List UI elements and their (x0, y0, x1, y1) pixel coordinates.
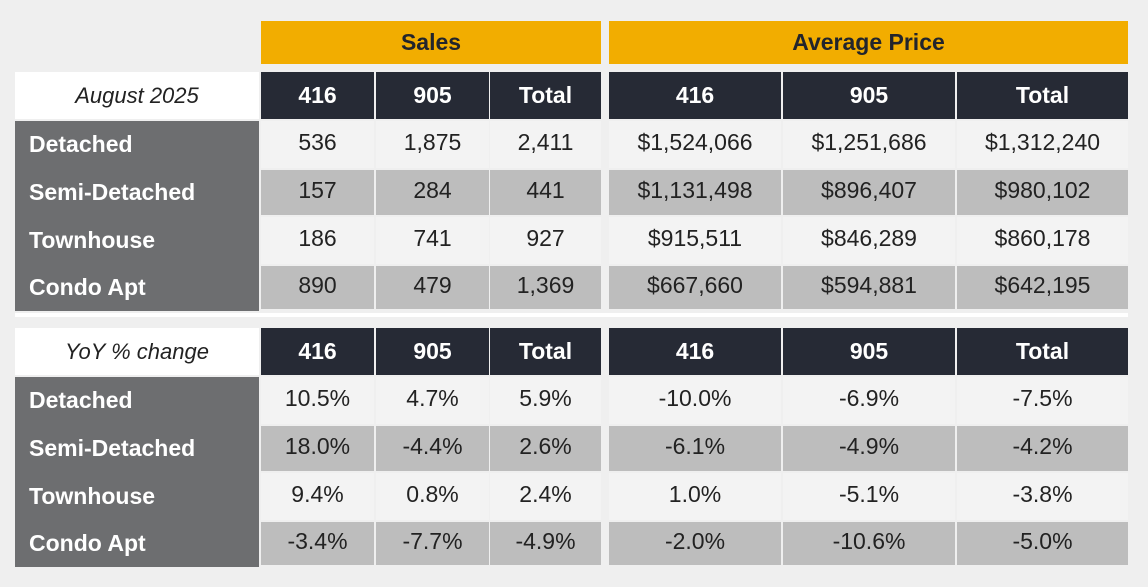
top-col-header-sales-total: Total (490, 72, 601, 119)
bottom-cell-sales-416: 10.5% (261, 377, 374, 424)
bottom-cell-avg-price-total: -3.8% (957, 473, 1128, 520)
top-row-label: Detached (15, 121, 259, 168)
bottom-cell-sales-905: -7.7% (376, 522, 489, 565)
top-cell-sales-416: 890 (261, 266, 374, 309)
bottom-cell-avg-price-905: -6.9% (783, 377, 955, 424)
bottom-cell-avg-price-905: -5.1% (783, 473, 955, 520)
top-cell-avg-price-905: $1,251,686 (783, 121, 955, 168)
bottom-cell-sales-416: 9.4% (261, 473, 374, 520)
bottom-cell-avg-price-416: 1.0% (609, 473, 781, 520)
bottom-col-header-sales-416: 416 (261, 328, 374, 375)
top-row-label: Townhouse (15, 217, 259, 264)
top-period-label: August 2025 (15, 72, 259, 119)
bottom-cell-avg-price-total: -7.5% (957, 377, 1128, 424)
bottom-cell-sales-416: -3.4% (261, 522, 374, 565)
bottom-cell-sales-905: 4.7% (376, 377, 489, 424)
bottom-col-header-avg-price-416: 416 (609, 328, 781, 375)
bottom-row-label: Townhouse (15, 473, 259, 520)
top-col-header-avg-price-416: 416 (609, 72, 781, 119)
top-cell-sales-905: 479 (376, 266, 489, 309)
top-cell-avg-price-416: $1,131,498 (609, 170, 781, 215)
top-cell-sales-416: 186 (261, 217, 374, 264)
top-col-header-avg-price-total: Total (957, 72, 1128, 119)
bottom-cell-avg-price-905: -4.9% (783, 426, 955, 471)
bottom-cell-sales-total: 5.9% (490, 377, 601, 424)
bottom-col-header-sales-total: Total (490, 328, 601, 375)
top-row-label: Semi-Detached (15, 168, 259, 217)
top-cell-avg-price-416: $915,511 (609, 217, 781, 264)
bottom-col-header-avg-price-total: Total (957, 328, 1128, 375)
bottom-cell-avg-price-total: -4.2% (957, 426, 1128, 471)
top-cell-sales-905: 741 (376, 217, 489, 264)
bottom-row-label: Condo Apt (15, 520, 259, 567)
bottom-cell-avg-price-905: -10.6% (783, 522, 955, 565)
top-cell-avg-price-905: $896,407 (783, 170, 955, 215)
bottom-cell-sales-total: -4.9% (490, 522, 601, 565)
top-cell-sales-total: 2,411 (490, 121, 601, 168)
bottom-row-label: Detached (15, 377, 259, 424)
bottom-cell-avg-price-416: -10.0% (609, 377, 781, 424)
top-cell-sales-416: 536 (261, 121, 374, 168)
top-cell-avg-price-905: $846,289 (783, 217, 955, 264)
bottom-period-label: YoY % change (15, 328, 259, 375)
top-col-header-avg-price-905: 905 (783, 72, 955, 119)
top-cell-sales-905: 284 (376, 170, 489, 215)
bottom-cell-avg-price-total: -5.0% (957, 522, 1128, 565)
top-cell-avg-price-total: $860,178 (957, 217, 1128, 264)
average-price-group-header: Average Price (609, 21, 1128, 64)
bottom-col-header-avg-price-905: 905 (783, 328, 955, 375)
bottom-row-label: Semi-Detached (15, 424, 259, 473)
section-separator (15, 313, 1128, 317)
top-row-label: Condo Apt (15, 264, 259, 311)
top-col-header-sales-905: 905 (376, 72, 489, 119)
bottom-cell-avg-price-416: -2.0% (609, 522, 781, 565)
top-cell-avg-price-total: $1,312,240 (957, 121, 1128, 168)
bottom-cell-sales-905: -4.4% (376, 426, 489, 471)
bottom-col-header-sales-905: 905 (376, 328, 489, 375)
sales-group-header: Sales (261, 21, 601, 64)
top-cell-sales-416: 157 (261, 170, 374, 215)
top-cell-sales-905: 1,875 (376, 121, 489, 168)
top-cell-avg-price-total: $642,195 (957, 266, 1128, 309)
bottom-cell-avg-price-416: -6.1% (609, 426, 781, 471)
top-cell-sales-total: 441 (490, 170, 601, 215)
top-cell-avg-price-total: $980,102 (957, 170, 1128, 215)
bottom-cell-sales-905: 0.8% (376, 473, 489, 520)
top-cell-avg-price-905: $594,881 (783, 266, 955, 309)
bottom-cell-sales-total: 2.4% (490, 473, 601, 520)
top-cell-sales-total: 927 (490, 217, 601, 264)
top-cell-avg-price-416: $667,660 (609, 266, 781, 309)
bottom-cell-sales-total: 2.6% (490, 426, 601, 471)
top-col-header-sales-416: 416 (261, 72, 374, 119)
top-cell-sales-total: 1,369 (490, 266, 601, 309)
bottom-cell-sales-416: 18.0% (261, 426, 374, 471)
top-cell-avg-price-416: $1,524,066 (609, 121, 781, 168)
